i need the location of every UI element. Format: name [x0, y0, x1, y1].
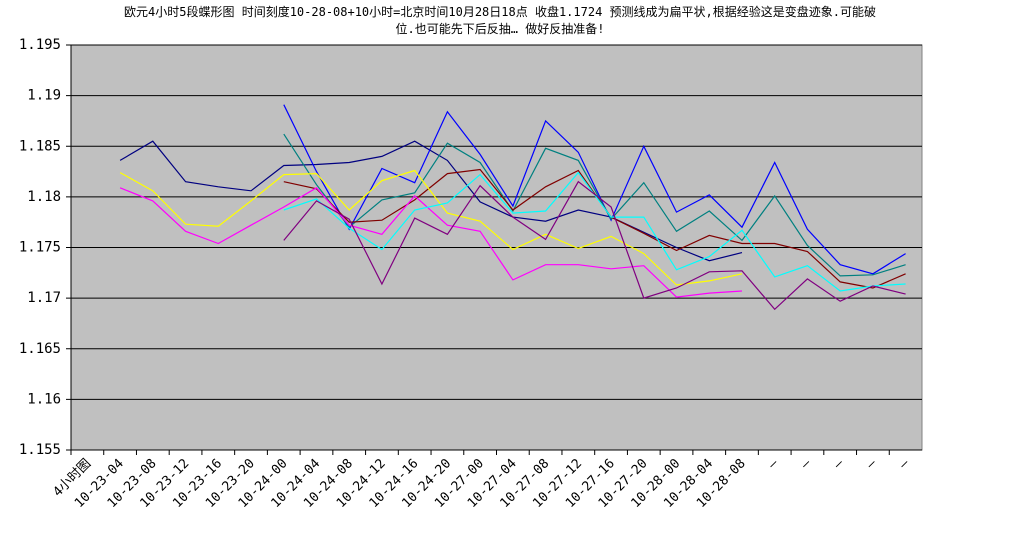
y-tick-label: 1.195 [19, 37, 61, 53]
series-line [283, 104, 906, 275]
y-tick-label: 1.16 [27, 391, 61, 407]
y-tick-label: 1.185 [19, 138, 61, 154]
x-tick-label: — [831, 456, 847, 472]
series-line [119, 187, 743, 298]
y-tick-label: 1.165 [19, 341, 61, 357]
y-tick-label: 1.17 [27, 290, 61, 306]
x-tick-label: — [864, 456, 880, 472]
series-line [283, 133, 906, 277]
y-tick-label: 1.175 [19, 240, 61, 256]
series-line [119, 140, 743, 262]
y-tick-label: 1.18 [27, 189, 61, 205]
y-tick-label: 1.19 [27, 88, 61, 104]
x-tick-label: — [765, 456, 781, 472]
x-tick-label: — [896, 456, 912, 472]
series-line [283, 180, 906, 311]
chart-title: 位.也可能先下后反抽… 做好反抽准备! [396, 21, 605, 36]
x-tick-label: — [798, 456, 814, 472]
series-line [119, 169, 743, 286]
y-tick-label: 1.155 [19, 442, 61, 458]
chart-title: 欧元4小时5段蝶形图 时间刻度10-28-08+10小时=北京时间10月28日1… [124, 4, 876, 19]
